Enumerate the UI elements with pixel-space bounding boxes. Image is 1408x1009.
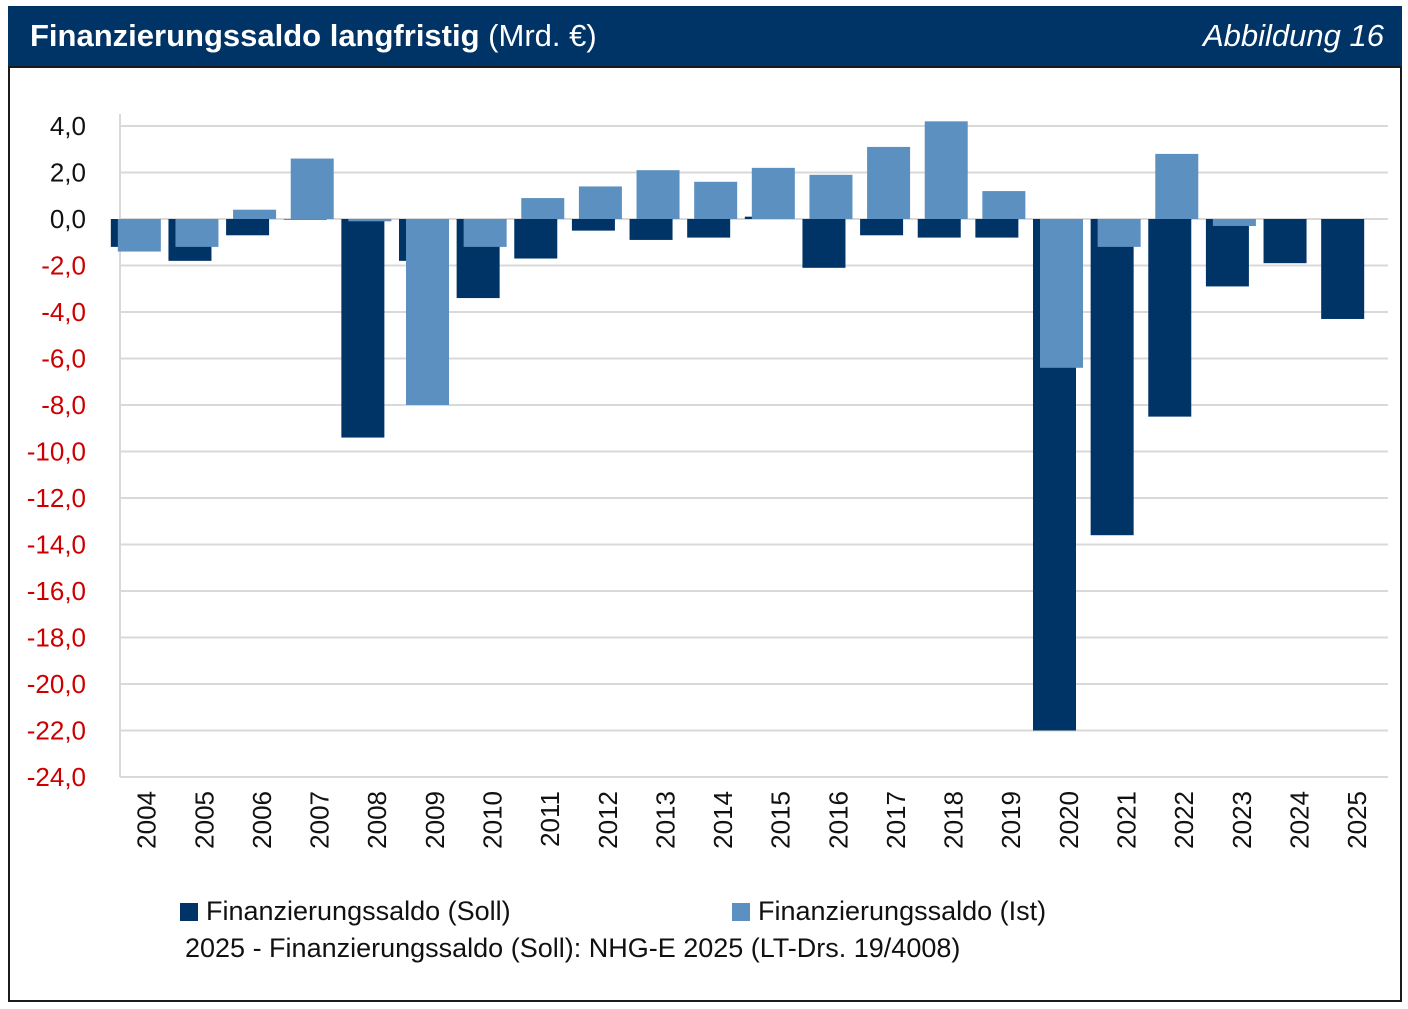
- y-tick-label: -18,0: [27, 623, 86, 653]
- bar-soll: [1205, 219, 1249, 287]
- legend-label-soll: Finanzierungssaldo (Soll): [206, 896, 511, 926]
- y-tick-label: -4,0: [41, 297, 86, 327]
- x-tick-label: 2012: [593, 791, 623, 849]
- y-tick-label: -24,0: [27, 762, 86, 792]
- x-tick-label: 2007: [305, 791, 335, 849]
- bar-ist: [809, 174, 853, 219]
- x-tick-label: 2015: [766, 791, 796, 849]
- y-tick-label: 2,0: [50, 158, 86, 188]
- bar-soll: [917, 219, 961, 238]
- legend-label-ist: Finanzierungssaldo (Ist): [758, 896, 1047, 926]
- x-tick-label: 2024: [1284, 791, 1314, 849]
- y-tick-label: -10,0: [27, 437, 86, 467]
- legend-item-soll: Finanzierungssaldo (Soll): [180, 896, 511, 927]
- bar-ist: [521, 198, 565, 219]
- chart-footnote: 2025 - Finanzierungssaldo (Soll): NHG-E …: [185, 933, 961, 963]
- x-tick-label: 2005: [189, 791, 219, 849]
- bar-ist: [924, 121, 968, 219]
- chart-title-main: Finanzierungssaldo langfristig: [30, 18, 480, 53]
- bar-ist: [982, 191, 1026, 219]
- x-tick-label: 2010: [478, 791, 508, 849]
- bar-ist: [117, 219, 161, 252]
- legend-swatch-ist: [732, 902, 750, 921]
- chart-title: Finanzierungssaldo langfristig (Mrd. €): [30, 18, 597, 54]
- x-tick-label: 2018: [939, 791, 969, 849]
- x-tick-label: 2020: [1054, 791, 1084, 849]
- y-tick-label: -16,0: [27, 576, 86, 606]
- y-tick-label: 4,0: [50, 111, 86, 141]
- x-tick-label: 2023: [1227, 791, 1257, 849]
- x-tick-label: 2022: [1169, 791, 1199, 849]
- bar-ist: [1155, 153, 1199, 219]
- bar-ist: [867, 146, 911, 219]
- x-tick-label: 2013: [650, 791, 680, 849]
- legend-swatch-soll: [180, 902, 198, 921]
- bar-ist: [636, 170, 680, 219]
- chart-header: Finanzierungssaldo langfristig (Mrd. €) …: [8, 6, 1402, 66]
- bar-ist: [578, 186, 622, 219]
- legend-item-ist: Finanzierungssaldo (Ist): [732, 896, 1046, 927]
- x-tick-label: 2006: [247, 791, 277, 849]
- bar-ist: [751, 167, 795, 219]
- bar-soll: [1148, 219, 1192, 417]
- x-tick-label: 2011: [535, 791, 565, 847]
- bar-ist: [406, 219, 449, 405]
- bar-ist: [233, 209, 277, 219]
- chart-title-unit: (Mrd. €): [488, 18, 597, 53]
- y-tick-label: -14,0: [27, 530, 86, 560]
- x-tick-label: 2021: [1112, 791, 1142, 849]
- x-tick-label: 2009: [420, 791, 450, 849]
- bar-soll: [1321, 219, 1365, 319]
- bar-soll: [802, 219, 846, 268]
- bar-soll: [860, 219, 904, 236]
- x-tick-label: 2019: [996, 791, 1026, 849]
- bar-ist: [290, 158, 334, 219]
- bar-soll: [226, 219, 270, 236]
- bar-ist: [1212, 219, 1256, 226]
- y-tick-label: -20,0: [27, 669, 86, 699]
- chart-frame: [8, 66, 1402, 1002]
- x-tick-label: 2008: [362, 791, 392, 849]
- bar-soll: [514, 219, 558, 259]
- y-tick-label: -12,0: [27, 483, 86, 513]
- y-tick-label: -22,0: [27, 716, 86, 746]
- bar-soll: [283, 219, 327, 220]
- bar-soll: [1263, 219, 1307, 264]
- bar-soll: [687, 219, 731, 238]
- y-tick-label: 0,0: [50, 204, 86, 234]
- x-tick-label: 2004: [132, 791, 162, 849]
- bar-soll: [571, 219, 615, 231]
- bar-soll: [341, 219, 385, 438]
- bar-ist: [1097, 219, 1141, 247]
- x-tick-label: 2025: [1342, 791, 1372, 849]
- bar-soll: [629, 219, 673, 240]
- bar-ist: [1040, 219, 1083, 368]
- x-tick-label: 2017: [881, 791, 911, 849]
- bar-ist: [348, 219, 392, 222]
- bar-soll: [975, 219, 1019, 238]
- x-tick-label: 2014: [708, 791, 738, 849]
- bar-ist: [463, 219, 507, 247]
- bar-soll: [1090, 219, 1134, 536]
- y-tick-label: -2,0: [41, 251, 86, 281]
- bar-ist: [694, 181, 738, 219]
- y-tick-label: -6,0: [41, 344, 86, 374]
- y-tick-label: -8,0: [41, 390, 86, 420]
- bar-ist: [175, 219, 219, 247]
- x-tick-label: 2016: [823, 791, 853, 849]
- figure-label: Abbildung 16: [1203, 18, 1384, 53]
